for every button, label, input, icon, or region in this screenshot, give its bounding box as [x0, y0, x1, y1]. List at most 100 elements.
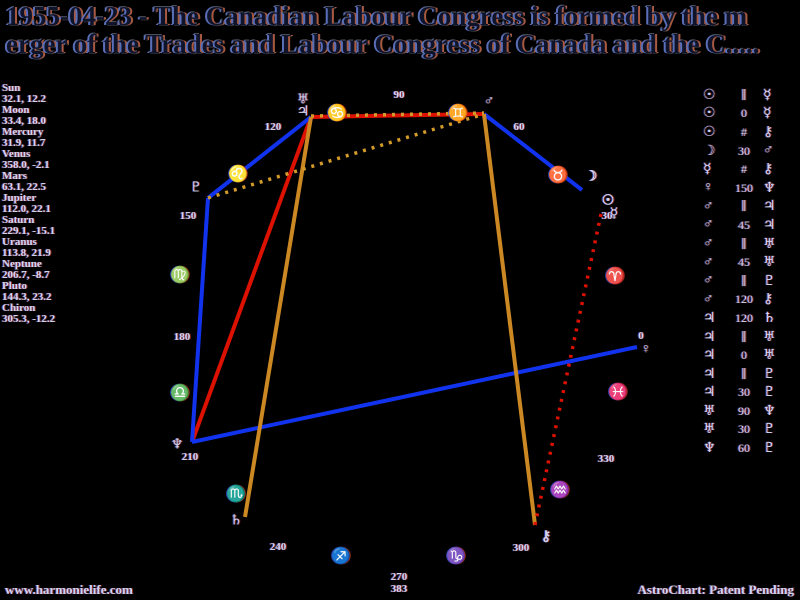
aspect-planet2-glyph: ☿ — [763, 106, 772, 122]
planet-values-chiron: 305.3, -12.2 — [2, 313, 56, 325]
aspect-planet1-glyph: ♅ — [703, 403, 716, 419]
aspect-type: 60 — [738, 441, 750, 456]
aspect-planet1-glyph: ♃ — [703, 366, 716, 382]
degree-tick-150: 150 — [179, 210, 197, 222]
planet-glyph-venus-icon: ♀ — [640, 342, 652, 357]
aspect-line-neptune-150-venus — [191, 345, 638, 444]
planet-values-uranus: 113.8, 21.9 — [2, 247, 51, 259]
aspect-line-mars-120-chiron — [482, 113, 537, 526]
aspect-planet2-glyph: ♇ — [763, 441, 776, 457]
aspect-row: ♂ ∥ ♅ — [703, 235, 797, 254]
footer-brand-label: AstroChart: Patent Pending — [637, 582, 794, 597]
zodiac-sign-sagittarius-icon: ♐ — [331, 548, 351, 565]
aspect-planet1-glyph: ♆ — [703, 441, 716, 457]
degree-tick-300: 300 — [512, 542, 530, 554]
aspect-planet2-glyph: ♄ — [763, 310, 776, 326]
aspect-type: 150 — [735, 180, 753, 195]
planet-glyph-pluto-icon: ♇ — [189, 180, 203, 196]
planet-glyph-neptune-icon: ♆ — [170, 437, 184, 453]
planet-name-neptune: Neptune — [2, 258, 42, 270]
aspect-planet2-glyph: ♃ — [763, 199, 776, 215]
aspect-row: ♂ 120 ⚷ — [703, 291, 797, 310]
aspect-planet2-glyph: ♇ — [763, 273, 776, 289]
planet-glyph-chiron-icon: ⚷ — [540, 529, 552, 545]
aspect-type: 45 — [738, 217, 750, 232]
aspect-planet2-glyph: ☿ — [763, 87, 772, 103]
aspect-planet2-glyph: ⚷ — [763, 162, 774, 178]
degree-tick-60: 60 — [513, 121, 525, 133]
aspect-planet1-glyph: ♂ — [703, 236, 714, 252]
zodiac-sign-pisces-icon: ♓ — [608, 384, 628, 401]
aspect-planet2-glyph: ♅ — [763, 329, 776, 345]
planet-glyph-moon-icon: ☽ — [584, 169, 598, 185]
planet-name-chiron: Chiron — [2, 302, 36, 314]
aspect-planet1-glyph: ♃ — [703, 348, 716, 364]
planet-values-neptune: 206.7, -8.7 — [2, 269, 50, 281]
aspect-type: 0 — [741, 348, 747, 363]
planet-values-jupiter: 112.0, 22.1 — [2, 203, 51, 215]
aspect-type: ∥ — [741, 199, 747, 214]
aspect-type: 30 — [738, 143, 750, 158]
zodiac-sign-aquarius-icon: ♒ — [550, 482, 570, 499]
planet-name-saturn: Saturn — [2, 214, 35, 226]
aspect-type: 45 — [738, 255, 750, 270]
planet-glyph-uranus-icon: ♅ — [296, 92, 310, 108]
aspect-row: ☽ 30 ♂ — [703, 142, 797, 161]
zodiac-sign-taurus-icon: ♉ — [548, 167, 568, 184]
aspect-type: 90 — [738, 403, 750, 418]
zodiac-sign-leo-icon: ♌ — [228, 166, 248, 183]
aspect-planet1-glyph: ☉ — [703, 106, 716, 122]
aspect-line-pluto-30-jupiter_uranus — [206, 115, 313, 200]
aspect-line-pluto-60-neptune — [190, 197, 210, 443]
footer-website-link[interactable]: www.harmonielife.com — [5, 582, 133, 597]
aspect-row: ☉ 0 ☿ — [703, 105, 797, 124]
aspect-row: ☉ ∥ ☿ — [703, 86, 797, 105]
aspect-type: 0 — [741, 106, 747, 121]
planet-glyph-mercury-icon: ☿ — [609, 206, 619, 222]
aspect-planet2-glyph: ♆ — [763, 180, 776, 196]
aspect-planet2-glyph: ♅ — [763, 236, 776, 252]
aspect-line-jupiter_uranus-120-saturn — [243, 116, 313, 518]
aspect-planet1-glyph: ♃ — [703, 310, 716, 326]
aspect-planet1-glyph: ♃ — [703, 329, 716, 345]
aspect-row: ♅ 30 ♇ — [703, 421, 797, 440]
planet-name-jupiter: Jupiter — [2, 192, 37, 204]
chart-title-line2: erger of the Trades and Labour Congress … — [6, 29, 760, 59]
degree-tick-90: 90 — [393, 89, 405, 101]
aspect-row: ♃ 120 ♄ — [703, 309, 797, 328]
aspect-planet1-glyph: ♂ — [703, 273, 714, 289]
degree-tick-120: 120 — [264, 121, 282, 133]
degree-tick-330: 330 — [597, 453, 615, 465]
planet-glyph-sun-icon: ☉ — [601, 193, 615, 209]
aspect-planet1-glyph: ♂ — [703, 198, 714, 214]
planet-values-mercury: 31.9, 11.7 — [2, 137, 46, 149]
planet-name-mars: Mars — [2, 170, 28, 182]
aspect-row: ♂ 45 ♅ — [703, 253, 797, 272]
aspect-row: ♃ 0 ♅ — [703, 346, 797, 365]
aspect-type: # — [741, 124, 747, 139]
zodiac-sign-capricorn-icon: ♑ — [446, 548, 466, 565]
aspect-type: 30 — [738, 422, 750, 437]
aspect-planet1-glyph: ♀ — [703, 180, 714, 196]
extra-label: 383 — [390, 583, 408, 595]
aspect-planet1-glyph: ☉ — [703, 87, 716, 103]
aspect-type: 30 — [738, 385, 750, 400]
aspect-planet1-glyph: ♅ — [703, 422, 716, 438]
aspect-planet1-glyph: ♂ — [703, 254, 714, 270]
planet-name-pluto: Pluto — [2, 280, 28, 292]
aspect-line-pluto-parallel-mars — [207, 112, 485, 200]
aspect-row: ♂ 45 ♃ — [703, 216, 797, 235]
degree-tick-30: 30 — [601, 210, 613, 222]
aspect-planet2-glyph: ♅ — [763, 255, 776, 271]
aspect-row: ☉ # ⚷ — [703, 123, 797, 142]
zodiac-sign-scorpio-icon: ♏ — [226, 486, 246, 503]
zodiac-sign-virgo-icon: ♍ — [170, 267, 190, 284]
planet-values-sun: 32.1, 12.2 — [2, 93, 46, 105]
aspect-line-sun_mercury-contraparallel-chiron — [533, 213, 603, 526]
planet-name-moon: Moon — [2, 104, 30, 116]
zodiac-sign-gemini-icon: ♊ — [448, 105, 468, 122]
planet-values-moon: 33.4, 18.0 — [2, 115, 46, 127]
aspect-type: 120 — [735, 292, 753, 307]
